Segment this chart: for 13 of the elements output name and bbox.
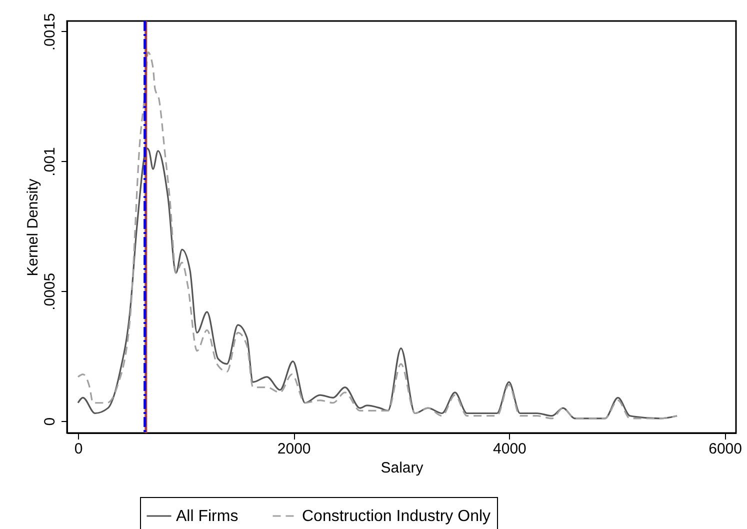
legend-label: All Firms (176, 508, 238, 525)
x-tick-label: 6000 (708, 440, 742, 458)
x-tick-label: 4000 (493, 440, 526, 458)
x-tick-label: 2000 (277, 440, 311, 458)
y-tick-label: .0015 (42, 13, 58, 51)
x-tick-label: 0 (74, 440, 83, 458)
y-tick-label: .001 (42, 147, 58, 176)
y-tick-label: 0 (42, 417, 58, 426)
line-series (77, 51, 678, 420)
legend-label: Construction Industry Only (302, 508, 491, 525)
y-axis-title: Kernel Density (24, 178, 42, 276)
y-tick-label: .0005 (42, 272, 58, 310)
x-axis-title: Salary (380, 460, 424, 476)
